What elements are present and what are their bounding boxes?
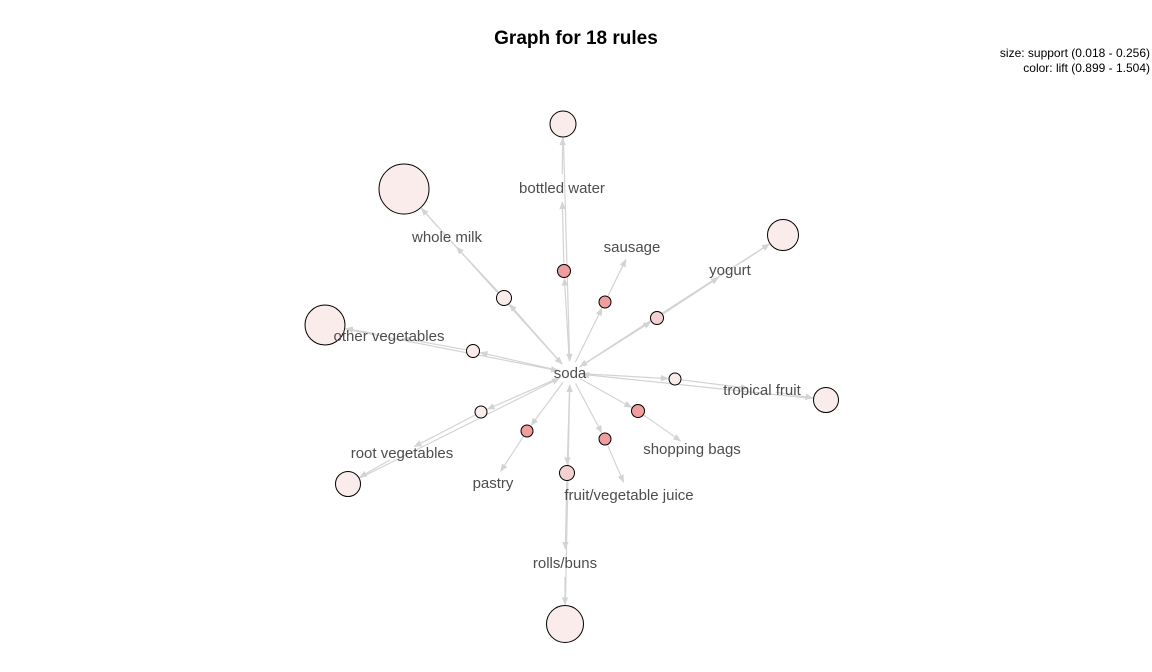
edge-lhs-soda-rule-5	[479, 351, 559, 371]
item-label-shopping-bags: shopping bags	[643, 441, 741, 458]
rule-node-3	[598, 295, 612, 309]
item-label-fruit-vegetable-juice: fruit/vegetable juice	[564, 487, 693, 504]
edge-rule-4-rhs-yogurt	[662, 277, 719, 315]
edge-lhs-soda-rule-6	[581, 373, 669, 382]
edge-rule-7-rhs-root_vegetables	[413, 414, 476, 448]
edge-rule-10-rhs-fruit_vegetable_juice	[607, 445, 625, 483]
edge-rule-11-rhs-rolls_buns	[562, 481, 569, 550]
edge-rule-17-rhs-soda	[359, 377, 560, 479]
rule-node-13	[378, 163, 430, 215]
edge-lhs-tropical_fruit-rule-16	[775, 391, 814, 400]
edge-lhs-soda-rule-8	[580, 378, 633, 408]
rule-node-15	[304, 304, 346, 346]
item-label-other-vegetables: other vegetables	[334, 328, 445, 345]
item-label-sausage: sausage	[604, 239, 661, 256]
rule-node-12	[549, 110, 577, 138]
item-label-rolls-buns: rolls/buns	[533, 555, 597, 572]
item-label-whole-milk: whole milk	[411, 229, 483, 246]
edge-lhs-soda-rule-7	[486, 377, 560, 410]
item-label-tropical-fruit: tropical fruit	[723, 382, 801, 399]
rule-nodes-layer	[304, 110, 839, 643]
item-label-yogurt: yogurt	[709, 262, 752, 279]
edge-lhs-other_vegetables-rule-15	[344, 326, 376, 335]
item-label-bottled-water: bottled water	[519, 180, 605, 197]
edge-lhs-root_vegetables-rule-17	[359, 459, 391, 478]
rule-node-18	[546, 605, 584, 643]
rule-node-16	[813, 387, 839, 413]
edge-rule-13-rhs-soda	[420, 207, 563, 365]
rule-node-10	[598, 432, 612, 446]
edge-rule-14-rhs-soda	[579, 243, 770, 367]
edge-rule-16-rhs-soda	[581, 371, 813, 400]
graph-title: Graph for 18 rules	[494, 28, 658, 49]
edge-rule-8-rhs-shopping_bags	[643, 414, 682, 442]
edge-rule-9-rhs-pastry	[500, 436, 524, 472]
edge-lhs-bottled_water-rule-12	[559, 137, 566, 175]
legend-color: color: lift (0.899 - 1.504)	[1023, 61, 1150, 75]
edge-rule-12-rhs-soda	[562, 137, 573, 362]
edge-rule-5-rhs-other_vegetables	[401, 336, 466, 351]
rule-node-7	[474, 405, 488, 419]
edge-lhs-soda-rule-1	[561, 277, 570, 362]
rule-node-2	[496, 290, 512, 306]
rule-node-1	[557, 264, 571, 278]
rule-node-4	[650, 311, 664, 325]
rule-node-5	[466, 344, 480, 358]
item-label-pastry: pastry	[473, 475, 514, 492]
rule-node-11	[559, 465, 575, 481]
edge-rule-3-rhs-sausage	[607, 258, 627, 296]
item-labels-layer: soda bottled water whole milk sausage yogurt…	[334, 180, 802, 572]
edge-lhs-soda-rule-9	[530, 382, 564, 427]
edge-rule-15-rhs-soda	[345, 328, 560, 373]
edge-rule-6-rhs-tropical_fruit	[681, 379, 749, 391]
item-label-root-vegetables: root vegetables	[351, 445, 454, 462]
rule-node-6	[668, 372, 682, 386]
item-label-soda: soda	[554, 365, 587, 382]
edge-rule-18-rhs-soda	[564, 384, 573, 605]
edge-lhs-soda-rule-10	[575, 383, 603, 434]
graph-legend: size: support (0.018 - 0.256) color: lif…	[1000, 46, 1150, 76]
legend-size: size: support (0.018 - 0.256)	[999, 46, 1150, 60]
edge-rule-1-rhs-bottled_water	[559, 201, 566, 264]
rule-node-8	[631, 404, 645, 418]
edge-lhs-soda-rule-3	[574, 307, 603, 363]
edges-layer	[344, 137, 814, 606]
rule-node-17	[335, 471, 361, 497]
rule-node-9	[520, 424, 534, 438]
rule-node-14	[767, 219, 799, 251]
